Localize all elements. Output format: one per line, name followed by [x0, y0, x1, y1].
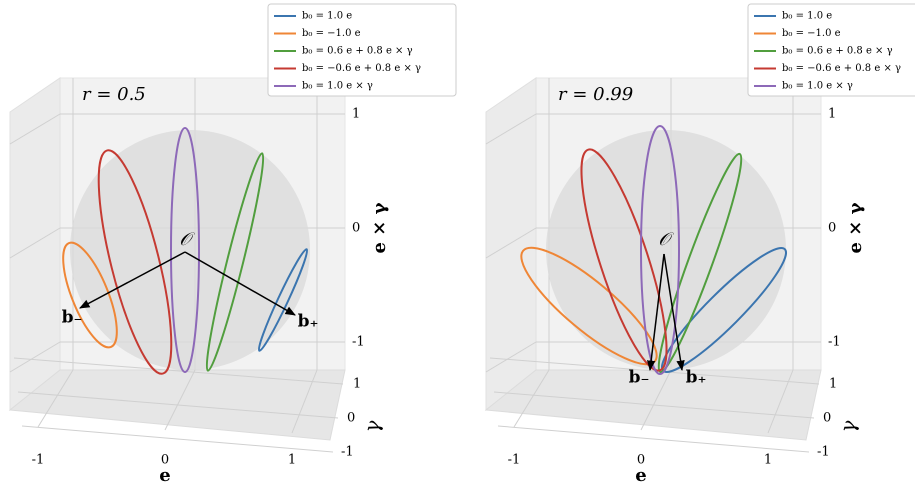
trajectory — [97, 149, 173, 375]
grid-line — [21, 425, 334, 453]
vector-label: b₋ — [629, 368, 650, 388]
grid-line — [9, 113, 61, 145]
legend-label: b₀ = −1.0 e — [782, 28, 841, 39]
legend-label: b₀ = 0.6 e + 0.8 e × γ — [782, 46, 893, 57]
grid-line — [13, 357, 344, 385]
trajectory — [580, 148, 668, 372]
grid-line — [640, 369, 672, 431]
grid-line — [485, 341, 537, 373]
grid-line — [291, 369, 318, 434]
trajectory — [657, 152, 743, 374]
side-pane — [485, 77, 537, 412]
trajectory — [62, 241, 118, 349]
z-tick-label: 1 — [352, 107, 360, 122]
annotation: r = 0.99 — [558, 84, 633, 105]
legend-label: b₀ = 1.0 e × γ — [782, 81, 853, 92]
x-tick-label: 0 — [637, 453, 645, 468]
legend-label: b₀ = 1.0 e — [782, 11, 832, 22]
z-tick-label: 1 — [828, 107, 836, 122]
legend: b₀ = 1.0 e b₀ = −1.0 e b₀ = 0.6 e + 0.8 e … — [747, 3, 915, 97]
grid-line — [767, 369, 794, 434]
grid-line — [17, 391, 339, 419]
vector-arrow — [646, 253, 665, 372]
x-axis-label: e — [635, 465, 646, 486]
z-tick-label: -1 — [828, 335, 841, 350]
legend-label: b₀ = −1.0 e — [302, 28, 361, 39]
vector-label: b₋ — [62, 308, 83, 328]
legend-box — [267, 3, 457, 97]
grid-line — [485, 227, 537, 259]
legend-box — [747, 3, 915, 97]
y-axis-label: γ — [359, 417, 385, 435]
x-axis-label: e — [159, 465, 170, 486]
grid-line — [164, 369, 196, 431]
z-tick-label: 0 — [352, 221, 360, 236]
z-tick-label: 0 — [828, 221, 836, 236]
y-tick-label: 0 — [823, 411, 831, 426]
legend-label: b₀ = −0.6 e + 0.8 e × γ — [782, 63, 901, 74]
trajectory — [170, 127, 200, 373]
grid-line — [497, 425, 810, 453]
y-tick-label: 1 — [829, 377, 837, 392]
legend-label: b₀ = −0.6 e + 0.8 e × γ — [302, 63, 421, 74]
trajectory — [257, 248, 309, 352]
x-tick-label: -1 — [32, 453, 45, 468]
legend: b₀ = 1.0 e b₀ = −1.0 e b₀ = 0.6 e + 0.8 e … — [267, 3, 457, 97]
z-axis-label: e × γ — [369, 202, 390, 253]
grid-line — [9, 227, 61, 259]
vector-arrow — [79, 251, 186, 309]
x-tick-label: 1 — [764, 453, 772, 468]
x-tick-label: 0 — [161, 453, 169, 468]
y-tick-label: -1 — [817, 445, 830, 460]
y-tick-label: -1 — [341, 445, 354, 460]
trajectory — [205, 152, 265, 372]
vector-label: b₊ — [686, 368, 707, 388]
grid-line — [513, 369, 550, 428]
vector-arrow — [663, 253, 685, 372]
legend-label: b₀ = 1.0 e × γ — [302, 81, 373, 92]
sphere — [546, 130, 786, 370]
legend-label: b₀ = 0.6 e + 0.8 e × γ — [302, 46, 413, 57]
grid-line — [485, 113, 537, 145]
x-tick-label: 1 — [288, 453, 296, 468]
y-tick-label: 0 — [347, 411, 355, 426]
y-axis-label: γ — [835, 417, 861, 435]
y-tick-label: 1 — [353, 377, 361, 392]
side-pane — [9, 77, 61, 412]
sphere — [70, 130, 310, 370]
annotation: r = 0.5 — [82, 84, 146, 105]
grid-line — [37, 369, 74, 428]
grid-line — [9, 341, 61, 373]
legend-label: b₀ = 1.0 e — [302, 11, 352, 22]
x-tick-label: -1 — [508, 453, 521, 468]
vector-arrow — [184, 251, 296, 316]
grid-line — [493, 391, 815, 419]
trajectory — [640, 125, 680, 375]
vector-label: b₊ — [298, 312, 319, 332]
z-axis-label: e × γ — [845, 202, 866, 253]
z-tick-label: -1 — [352, 335, 365, 350]
